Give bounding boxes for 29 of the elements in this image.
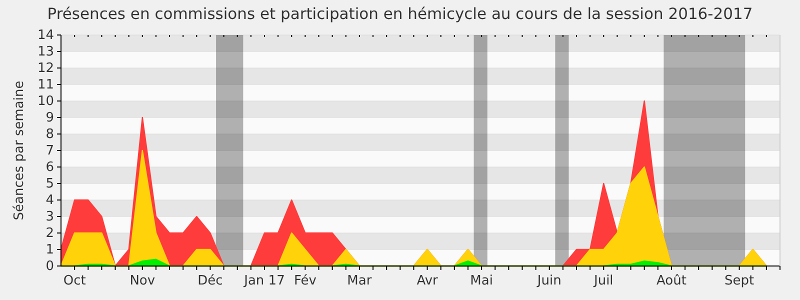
x-tick-label: Mai	[470, 274, 493, 289]
y-tick-label: 2	[46, 226, 54, 242]
x-tick-label: Août	[656, 274, 686, 289]
y-tick-label: 14	[37, 28, 54, 44]
y-tick-label: 0	[46, 259, 54, 274]
x-tick-label: Juil	[592, 274, 614, 289]
x-tick-label: Juin	[536, 274, 562, 289]
y-tick-label: 9	[46, 110, 54, 126]
x-tick-label: Nov	[130, 274, 156, 289]
y-axis-title: Séances par semaine	[12, 80, 27, 220]
x-tick-label: Déc	[198, 274, 223, 289]
y-tick-label: 10	[37, 94, 54, 110]
x-tick-label: Oct	[63, 274, 86, 289]
y-tick-label: 13	[37, 44, 54, 60]
y-tick-label: 8	[46, 127, 54, 142]
x-tick-label: Avr	[416, 274, 439, 289]
y-tick-label: 12	[37, 61, 54, 76]
x-tick-label: Jan 17	[243, 274, 285, 289]
y-tick-label: 7	[46, 144, 54, 159]
y-tick-label: 4	[46, 193, 54, 208]
y-tick-label: 11	[37, 78, 54, 93]
y-tick-label: 6	[46, 160, 54, 176]
y-tick-label: 5	[46, 176, 54, 192]
chart-title: Présences en commissions et participation en hémicycle au cours de la session 2016-2017	[47, 5, 753, 23]
y-tick-label: 1	[46, 242, 54, 258]
x-tick-label: Fév	[294, 274, 317, 289]
y-tick-label: 3	[46, 210, 54, 225]
x-tick-label: Sept	[724, 274, 754, 289]
x-tick-label: Mar	[347, 274, 372, 289]
